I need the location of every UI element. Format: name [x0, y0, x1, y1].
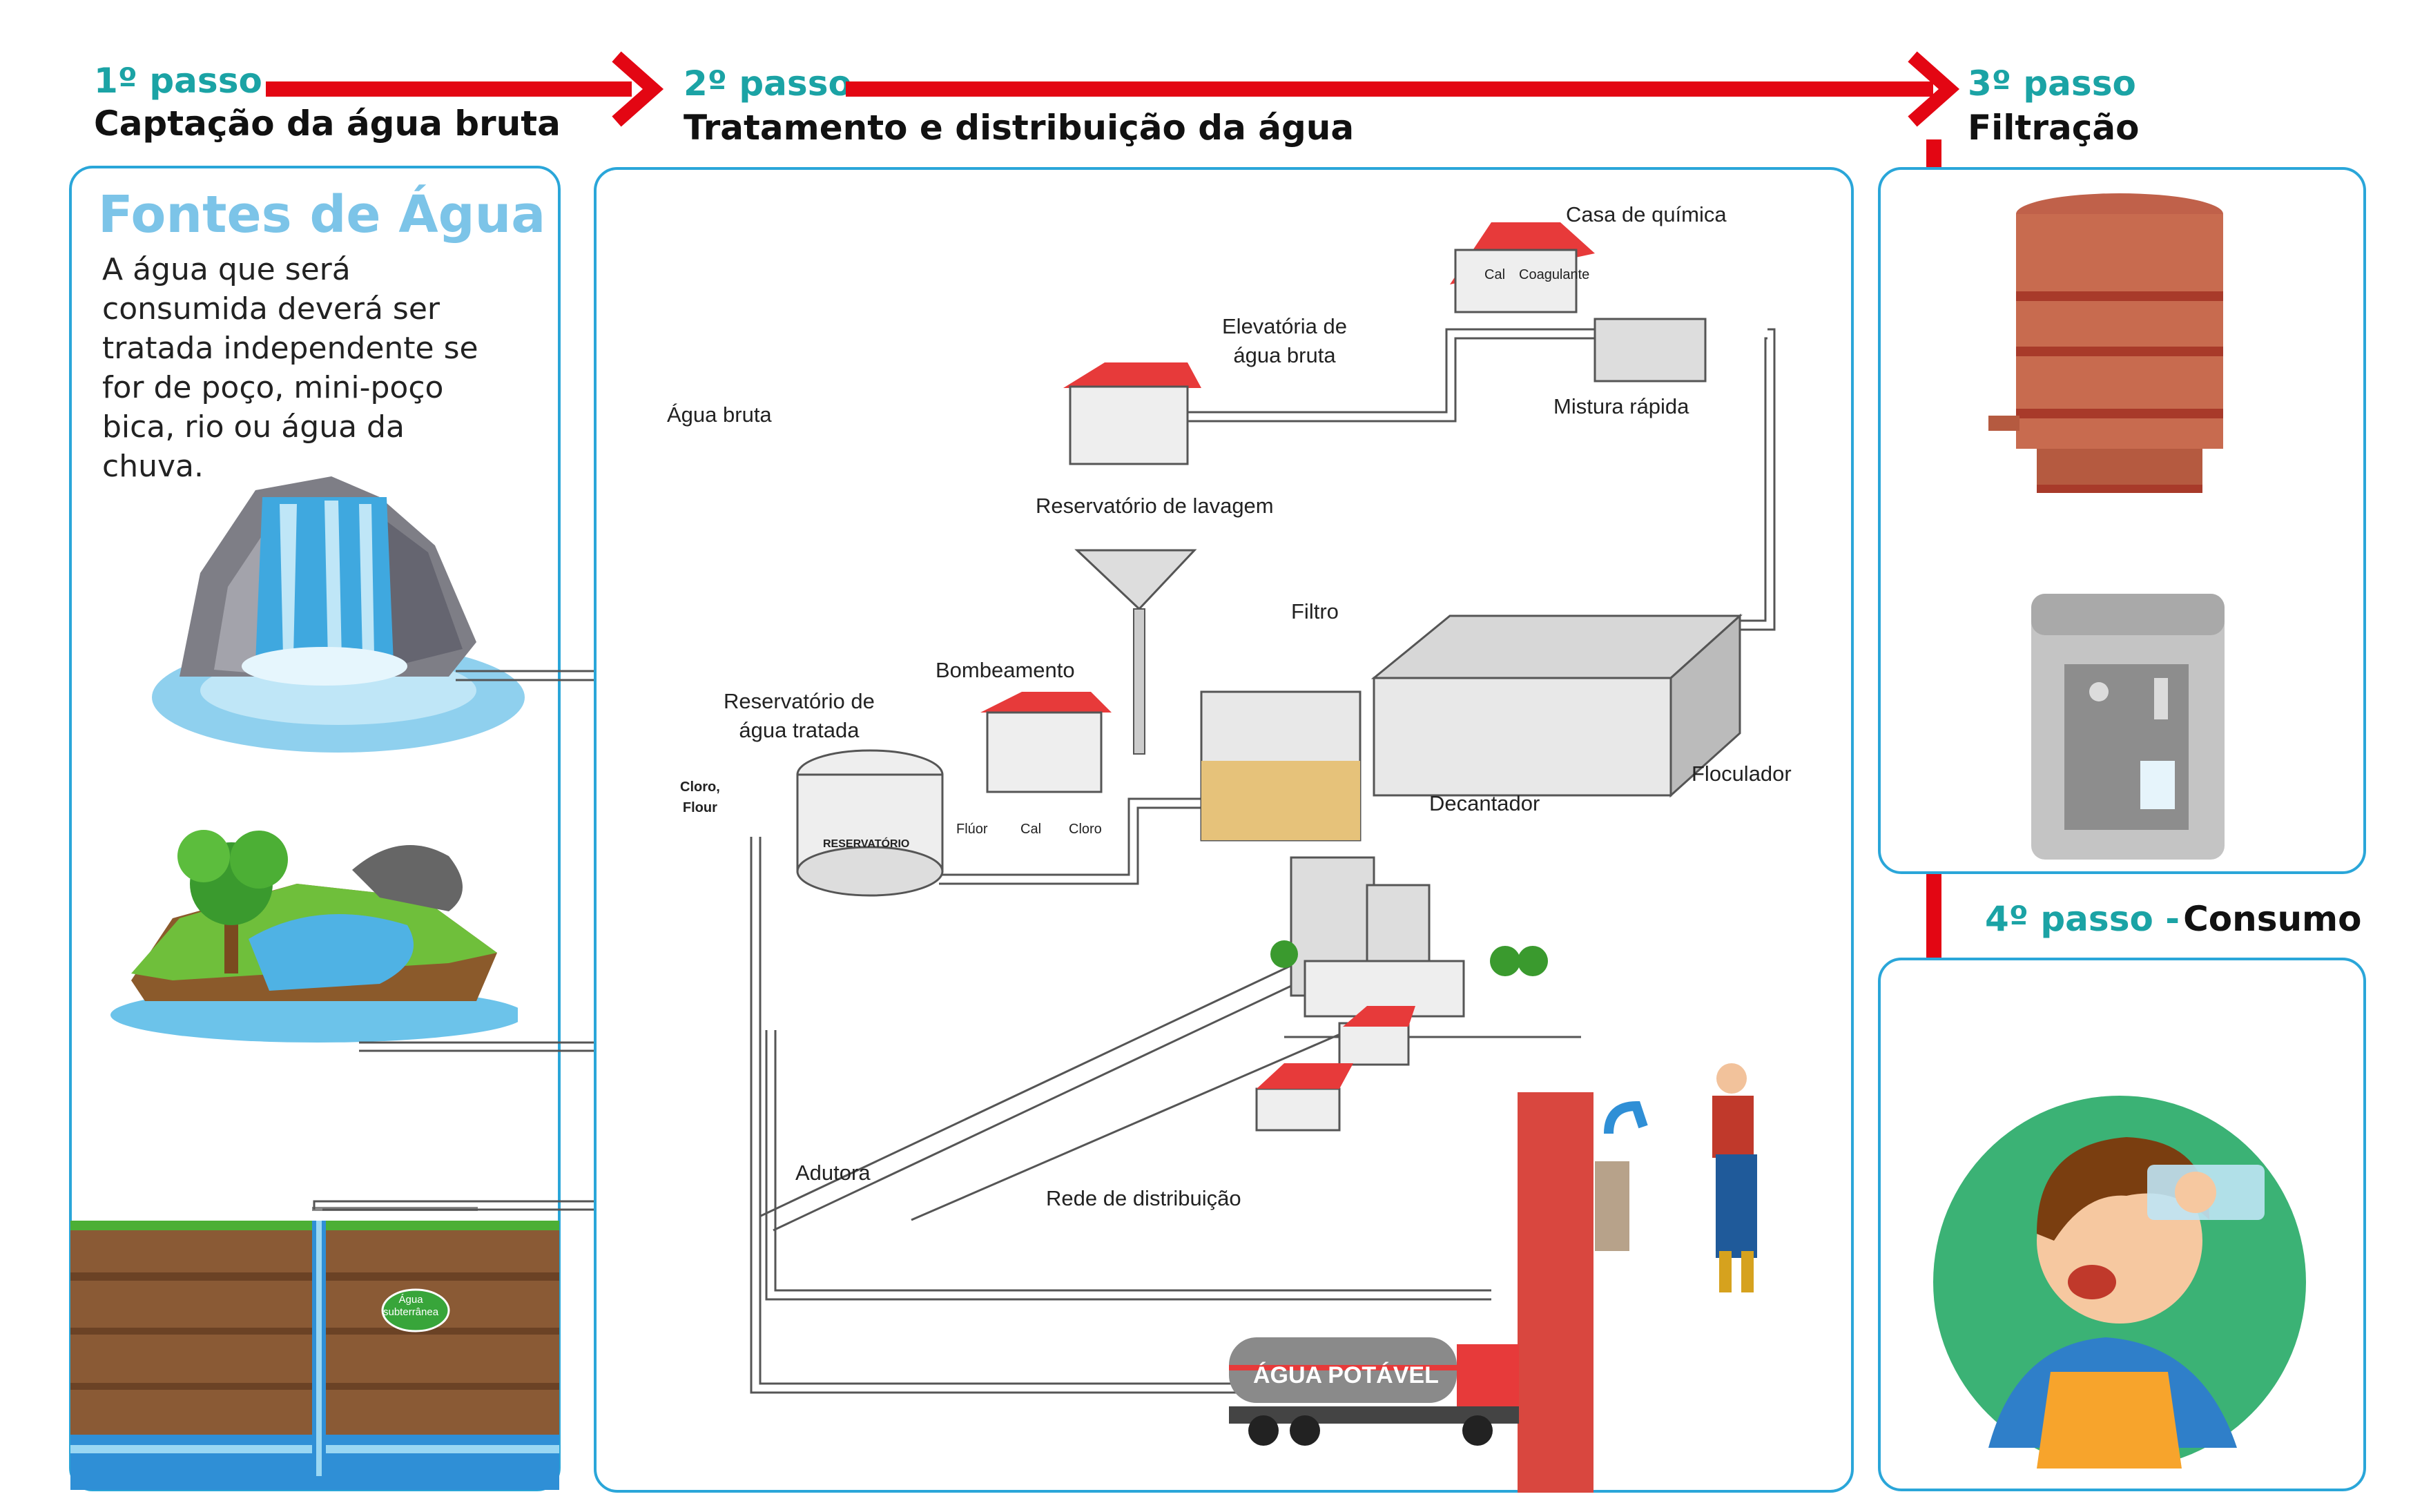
cal-label: Cal: [1484, 267, 1506, 282]
reservatorio-tank-label: RESERVATÓRIO: [823, 838, 910, 850]
chemical-house: [1450, 222, 1595, 313]
step3-title: Filtração: [1968, 108, 2140, 148]
arrow-2-3-shaft: [846, 81, 1933, 97]
sources-description: A água que será consumida deverá ser tra…: [102, 250, 478, 486]
water-purifier-icon: [2031, 594, 2225, 860]
elevatoria-label: Elevatória de água bruta: [1222, 312, 1347, 370]
step1-number: 1º passo: [94, 61, 262, 101]
sources-line: consumida deverá ser: [102, 291, 440, 327]
step1-title: Captação da água bruta: [94, 104, 561, 144]
boy-drinking-icon: [1988, 1137, 2265, 1469]
raw-water-pump-house: [1063, 362, 1201, 465]
decanter-flocculator: [1370, 613, 1743, 798]
wash-reservoir: [1074, 549, 1197, 755]
step2-title: Tratamento e distribuição da água: [684, 108, 1355, 148]
underground-illustration: [70, 1207, 559, 1490]
rede-label: Rede de distribuição: [1046, 1186, 1241, 1210]
arrow-1-2-head: [612, 51, 664, 127]
underground-label-line: subterrânea: [383, 1306, 439, 1318]
truck-label: ÁGUA POTÁVEL: [1253, 1362, 1439, 1388]
treated-water-reservoir: [796, 749, 944, 897]
agua-bruta-label: Água bruta: [667, 403, 772, 427]
underground-label: Água subterrânea: [383, 1294, 438, 1319]
clay-filter-icon: [1988, 193, 2223, 493]
rapid-mix-tank: [1593, 318, 1707, 382]
decantador-label: Decantador: [1429, 791, 1540, 815]
step2-number: 2º passo: [684, 64, 852, 104]
public-fountain: [1518, 1063, 1757, 1493]
floculador-label: Floculador: [1692, 762, 1792, 786]
underground-label-line: Água: [398, 1294, 423, 1306]
reservatorio-tratada-line: água tratada: [739, 717, 860, 742]
elevatoria-line: água bruta: [1233, 342, 1336, 367]
step3-number: 3º passo: [1968, 64, 2136, 104]
arrow-1-2-shaft: [266, 81, 632, 97]
casa-quimica-label: Casa de química: [1566, 202, 1727, 226]
waterfall-illustration: [152, 476, 525, 753]
step4-number: 4º passo -: [1985, 899, 2180, 939]
step4-heading: 4º passo - Consumo: [1985, 899, 2362, 939]
sources-line: A água que será: [102, 252, 351, 287]
reservatorio-tratada-label: Reservatório de água tratada: [724, 687, 875, 745]
mistura-label: Mistura rápida: [1553, 394, 1689, 418]
consumption-illustration: [1933, 1096, 2306, 1469]
bombeamento-label: Bombeamento: [936, 658, 1075, 682]
pumping-house: [980, 692, 1112, 793]
cloro-flour-line: Flour: [682, 800, 717, 815]
cal2-label: Cal: [1020, 822, 1042, 837]
filtro-label: Filtro: [1291, 599, 1339, 623]
reservatorio-tratada-line: Reservatório de: [724, 689, 875, 713]
reservatorio-lavagem-label: Reservatório de lavagem: [1036, 494, 1274, 518]
water-truck: [1229, 1337, 1519, 1446]
filtration-illustrations: [1988, 193, 2225, 860]
filter-tank: [1200, 690, 1362, 842]
sources-line: tratada independente se: [102, 331, 478, 366]
cloro-label: Cloro: [1069, 822, 1102, 837]
arrow-2-3-head: [1908, 51, 1960, 127]
river-illustration: [110, 830, 518, 1043]
cloro-flour-line: Cloro,: [680, 779, 720, 795]
sources-line: bica, rio ou água da: [102, 409, 405, 445]
coagulante-label: Coagulante: [1519, 267, 1590, 282]
city-buildings: [1255, 856, 1548, 1132]
sources-heading: Fontes de Água: [98, 185, 546, 244]
adutora-label: Adutora: [795, 1161, 871, 1185]
sources-line: chuva.: [102, 449, 204, 484]
cloro-flour-label: Cloro, Flour: [680, 777, 720, 818]
treatment-diagram: [750, 222, 1776, 1493]
fluor-label: Flúor: [956, 822, 988, 837]
step4-title: Consumo: [2183, 899, 2362, 939]
elevatoria-line: Elevatória de: [1222, 314, 1347, 338]
sources-line: for de poço, mini-poço: [102, 370, 444, 405]
